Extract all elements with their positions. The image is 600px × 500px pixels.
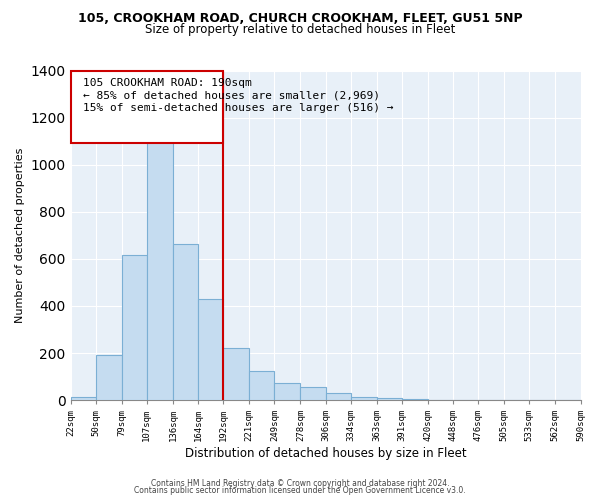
Bar bbox=[377, 398, 402, 400]
Bar bbox=[71, 397, 95, 400]
Text: Contains public sector information licensed under the Open Government Licence v3: Contains public sector information licen… bbox=[134, 486, 466, 495]
Bar bbox=[173, 244, 198, 400]
Text: 105, CROOKHAM ROAD, CHURCH CROOKHAM, FLEET, GU51 5NP: 105, CROOKHAM ROAD, CHURCH CROOKHAM, FLE… bbox=[77, 12, 523, 26]
Bar bbox=[350, 396, 377, 400]
Text: 105 CROOKHAM ROAD: 190sqm: 105 CROOKHAM ROAD: 190sqm bbox=[83, 78, 251, 88]
Text: Contains HM Land Registry data © Crown copyright and database right 2024.: Contains HM Land Registry data © Crown c… bbox=[151, 478, 449, 488]
Bar bbox=[147, 141, 173, 400]
Text: Size of property relative to detached houses in Fleet: Size of property relative to detached ho… bbox=[145, 22, 455, 36]
Bar bbox=[326, 393, 350, 400]
Bar bbox=[301, 387, 326, 400]
Bar bbox=[223, 348, 249, 400]
Bar bbox=[274, 382, 301, 400]
Text: ← 85% of detached houses are smaller (2,969): ← 85% of detached houses are smaller (2,… bbox=[83, 90, 380, 101]
Bar bbox=[249, 370, 274, 400]
Bar bbox=[122, 256, 147, 400]
Bar bbox=[95, 356, 122, 400]
Text: 15% of semi-detached houses are larger (516) →: 15% of semi-detached houses are larger (… bbox=[83, 103, 393, 113]
X-axis label: Distribution of detached houses by size in Fleet: Distribution of detached houses by size … bbox=[185, 447, 466, 460]
Y-axis label: Number of detached properties: Number of detached properties bbox=[15, 148, 25, 323]
Bar bbox=[198, 299, 223, 400]
